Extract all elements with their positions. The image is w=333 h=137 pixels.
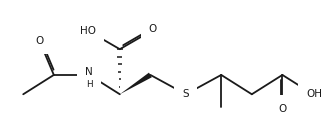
Polygon shape bbox=[120, 73, 152, 94]
Text: H: H bbox=[86, 80, 93, 89]
Text: S: S bbox=[182, 89, 189, 99]
Text: OH: OH bbox=[307, 89, 323, 99]
Text: O: O bbox=[278, 104, 286, 114]
Text: O: O bbox=[35, 36, 43, 46]
Text: O: O bbox=[149, 24, 157, 34]
Text: HO: HO bbox=[80, 26, 96, 36]
Text: N: N bbox=[85, 67, 93, 77]
